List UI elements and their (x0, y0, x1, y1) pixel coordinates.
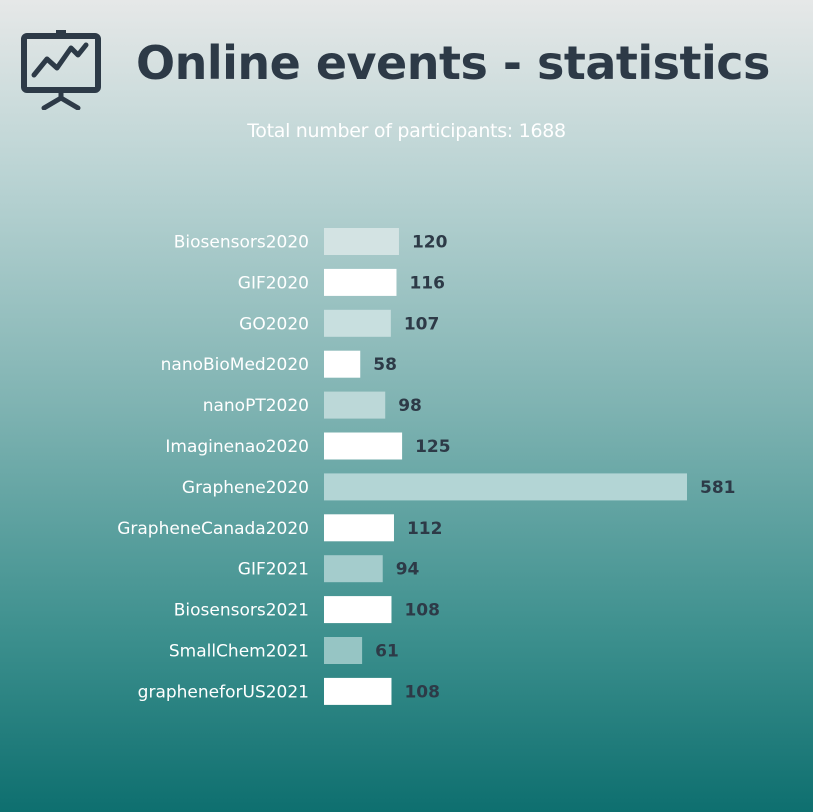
category-label: grapheneforUS2021 (138, 682, 309, 702)
value-label: 98 (398, 396, 422, 416)
value-label: 116 (409, 273, 445, 293)
value-label: 125 (415, 437, 451, 457)
value-label: 581 (700, 478, 736, 498)
category-label: GIF2021 (238, 560, 309, 580)
category-label: SmallChem2021 (169, 642, 309, 662)
bar (324, 310, 391, 337)
bar (324, 473, 687, 500)
category-label: Imaginenao2020 (165, 437, 309, 457)
category-label: GrapheneCanada2020 (117, 519, 309, 539)
category-label: nanoBioMed2020 (161, 355, 309, 375)
value-label: 61 (375, 642, 399, 662)
value-label: 94 (396, 560, 420, 580)
bar (324, 678, 391, 705)
bar (324, 228, 399, 255)
bar (324, 269, 396, 296)
value-label: 112 (407, 519, 443, 539)
category-label: Biosensors2021 (174, 601, 309, 621)
value-label: 108 (404, 601, 440, 621)
value-label: 108 (404, 682, 440, 702)
bar (324, 351, 360, 378)
value-label: 58 (373, 355, 397, 375)
category-label: GO2020 (239, 314, 309, 334)
bar (324, 392, 385, 419)
value-label: 120 (412, 233, 448, 253)
category-label: nanoPT2020 (203, 396, 309, 416)
category-label: Graphene2020 (182, 478, 309, 498)
category-label: GIF2020 (238, 273, 309, 293)
bar (324, 596, 391, 623)
bar (324, 433, 402, 460)
bar (324, 637, 362, 664)
category-label: Biosensors2020 (174, 233, 309, 253)
bar (324, 555, 383, 582)
value-label: 107 (404, 314, 440, 334)
bar (324, 514, 394, 541)
